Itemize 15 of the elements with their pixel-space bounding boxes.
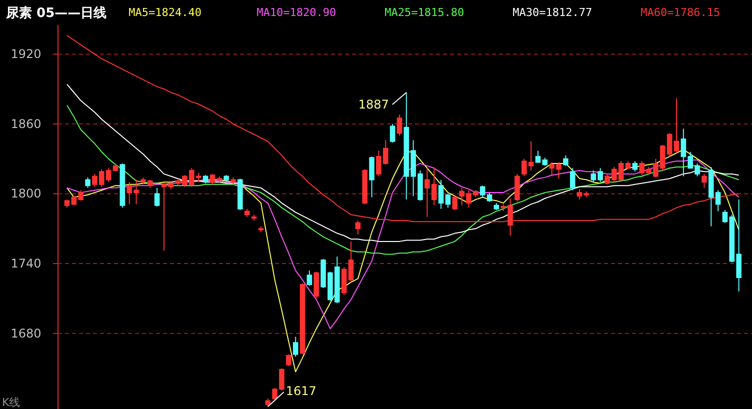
text: MA30=1812.77: [512, 6, 592, 19]
y-tick-label: 1740: [10, 256, 42, 271]
line-series: [66, 84, 740, 242]
y-tick-label: 1800: [10, 186, 42, 201]
text: MA10=1820.90: [256, 6, 336, 19]
chart-title: 尿素 05——日线: [5, 5, 107, 21]
y-tick-label: 1920: [10, 47, 42, 62]
annotation: 1617: [286, 384, 316, 398]
annotation: 1887: [358, 97, 389, 112]
y-tick-label: 1680: [10, 326, 42, 340]
text: MA25=1815.80: [384, 6, 464, 19]
y-tick-label: 1860: [10, 116, 42, 131]
text: MA60=1786.15: [640, 6, 720, 19]
text: MA5=1824.40: [128, 6, 202, 19]
text: K线: [2, 396, 20, 409]
